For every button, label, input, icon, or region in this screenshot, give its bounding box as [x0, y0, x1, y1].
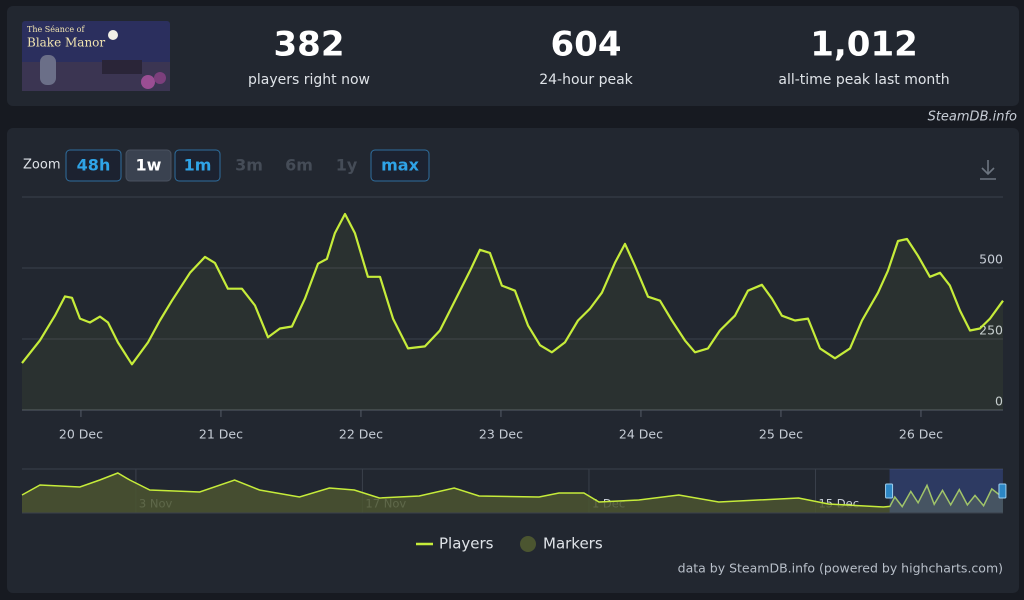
stat-label: 24-hour peak	[539, 72, 633, 88]
button-text: max	[381, 156, 419, 175]
legend-label: Players	[439, 535, 494, 553]
legend-swatch	[520, 536, 536, 552]
stat-label: players right now	[248, 72, 370, 88]
zoom-label: Zoom	[23, 158, 60, 173]
button-text: 1w	[136, 156, 162, 175]
x-tick-label: 26 Dec	[899, 427, 943, 442]
x-tick-label: 20 Dec	[59, 427, 103, 442]
line	[21, 212, 1004, 366]
zoom-button: 6m	[285, 156, 313, 175]
navigator-line	[21, 472, 1004, 508]
y-tick-label: 250	[979, 323, 1003, 338]
footer: data by SteamDB.info (powered by highcha…	[678, 561, 1003, 576]
zoom-button[interactable]: 48h	[65, 149, 122, 182]
stat-value: 604	[551, 25, 622, 65]
zoom-button: 1y	[336, 156, 358, 175]
stats-panel	[7, 6, 1019, 106]
navigator-area	[22, 473, 1003, 513]
stat-label: all-time peak last month	[778, 72, 949, 88]
logo-line: Blake Manor	[27, 36, 105, 50]
x-tick-label: 23 Dec	[479, 427, 523, 442]
zoom-button[interactable]: 1m	[174, 149, 221, 182]
button-text: 3m	[235, 156, 263, 175]
button-frame	[125, 149, 172, 182]
zoom-button[interactable]: max	[370, 149, 430, 182]
button-frame	[174, 149, 221, 182]
legend-item[interactable]: Players	[416, 535, 494, 553]
x-tick-label: 25 Dec	[759, 427, 803, 442]
game-logo: The Séance of Blake Manor	[22, 21, 170, 91]
button-frame	[65, 149, 122, 182]
x-tick-label: 24 Dec	[619, 427, 663, 442]
chart-panel	[7, 128, 1019, 593]
logo-line: The Séance of	[27, 25, 85, 34]
y-tick-label: 0	[995, 394, 1003, 409]
stat-value: 382	[274, 25, 345, 65]
button-text: 1y	[336, 156, 358, 175]
button-text: 1m	[184, 156, 212, 175]
download-button[interactable]	[980, 160, 996, 180]
x-tick-label: 21 Dec	[199, 427, 243, 442]
zoom-button[interactable]: 1w	[125, 149, 172, 182]
y-tick-label: 500	[979, 252, 1003, 267]
zoom-button: 3m	[235, 156, 263, 175]
button-frame	[370, 149, 430, 182]
navigator-handle[interactable]	[998, 483, 1007, 499]
navigator-handle[interactable]	[885, 483, 894, 499]
x-tick-label: 22 Dec	[339, 427, 383, 442]
area	[22, 214, 1003, 410]
button-text: 48h	[77, 156, 111, 175]
credit: SteamDB.info	[928, 110, 1017, 125]
legend-label: Markers	[543, 535, 603, 553]
navigator-selection[interactable]	[889, 469, 1003, 513]
legend-item[interactable]: Markers	[520, 535, 603, 553]
button-text: 6m	[285, 156, 313, 175]
stat-value: 1,012	[810, 25, 918, 65]
